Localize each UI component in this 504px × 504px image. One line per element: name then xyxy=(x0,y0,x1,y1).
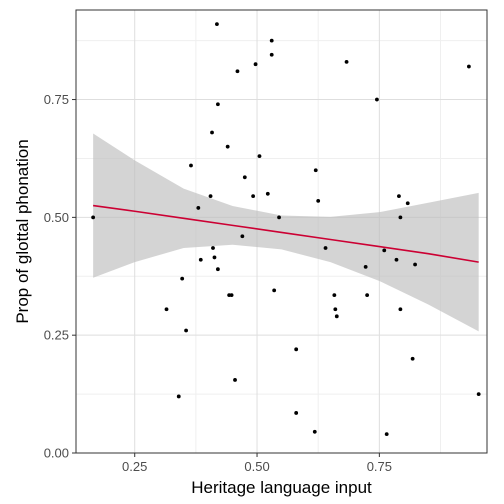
data-point xyxy=(382,248,387,253)
data-point xyxy=(235,69,240,74)
x-axis-title: Heritage language input xyxy=(191,478,372,497)
data-point xyxy=(215,102,220,107)
regression-line xyxy=(93,204,479,263)
data-point xyxy=(269,38,274,43)
data-point xyxy=(294,347,299,352)
data-point xyxy=(91,215,96,220)
data-point xyxy=(198,257,203,262)
data-point xyxy=(272,288,277,293)
y-tick-label: 0.75 xyxy=(44,92,69,107)
data-point xyxy=(375,97,379,102)
y-axis-title: Prop of glottal phonation xyxy=(13,139,32,323)
regression-line-layer xyxy=(93,204,479,263)
data-point xyxy=(189,163,193,168)
data-point xyxy=(384,432,389,437)
y-tick-label: 0.25 xyxy=(44,328,69,343)
data-point xyxy=(225,144,230,149)
y-tick-label: 0.50 xyxy=(44,210,69,225)
data-point xyxy=(253,62,258,67)
panel-border xyxy=(75,9,488,454)
data-point xyxy=(229,293,234,298)
x-tick-label: 0.50 xyxy=(244,459,269,474)
data-point xyxy=(196,206,201,210)
data-point xyxy=(242,175,247,180)
data-point xyxy=(332,293,337,298)
data-point xyxy=(257,154,262,158)
data-point xyxy=(410,356,415,361)
x-tick-label: 0.75 xyxy=(367,459,392,474)
data-point xyxy=(397,194,401,199)
x-axis-ticks: 0.25 0.50 0.75 xyxy=(122,453,392,474)
data-point xyxy=(476,392,481,396)
data-point xyxy=(208,194,213,199)
data-point xyxy=(333,307,338,312)
data-point xyxy=(398,215,403,220)
data-point xyxy=(180,276,185,281)
y-axis-ticks: 0.00 0.25 0.50 0.75 xyxy=(44,92,76,461)
data-point xyxy=(466,64,471,69)
data-point xyxy=(405,201,410,206)
data-point xyxy=(212,255,217,260)
y-tick-label: 0.00 xyxy=(44,446,69,461)
data-point xyxy=(398,307,403,312)
data-point xyxy=(334,314,339,319)
data-point xyxy=(344,59,349,64)
data-point xyxy=(316,198,321,203)
data-point xyxy=(215,267,220,272)
data-point xyxy=(269,52,274,57)
data-point xyxy=(211,246,215,250)
data-point xyxy=(265,191,270,196)
data-point xyxy=(277,215,281,220)
data-point xyxy=(294,411,299,415)
data-point xyxy=(176,394,181,399)
data-point xyxy=(210,130,214,135)
data-point xyxy=(240,234,245,239)
data-point xyxy=(215,22,219,27)
data-point xyxy=(184,328,188,333)
data-point xyxy=(233,378,237,382)
scatter-points xyxy=(91,22,481,437)
data-point xyxy=(363,264,368,269)
data-point xyxy=(164,307,169,312)
data-point xyxy=(313,168,318,173)
data-point xyxy=(413,262,417,267)
data-point xyxy=(365,293,370,298)
x-tick-label: 0.25 xyxy=(122,459,147,474)
data-point xyxy=(394,257,399,262)
data-point xyxy=(323,246,328,250)
data-point xyxy=(251,194,256,199)
data-point xyxy=(312,429,317,434)
